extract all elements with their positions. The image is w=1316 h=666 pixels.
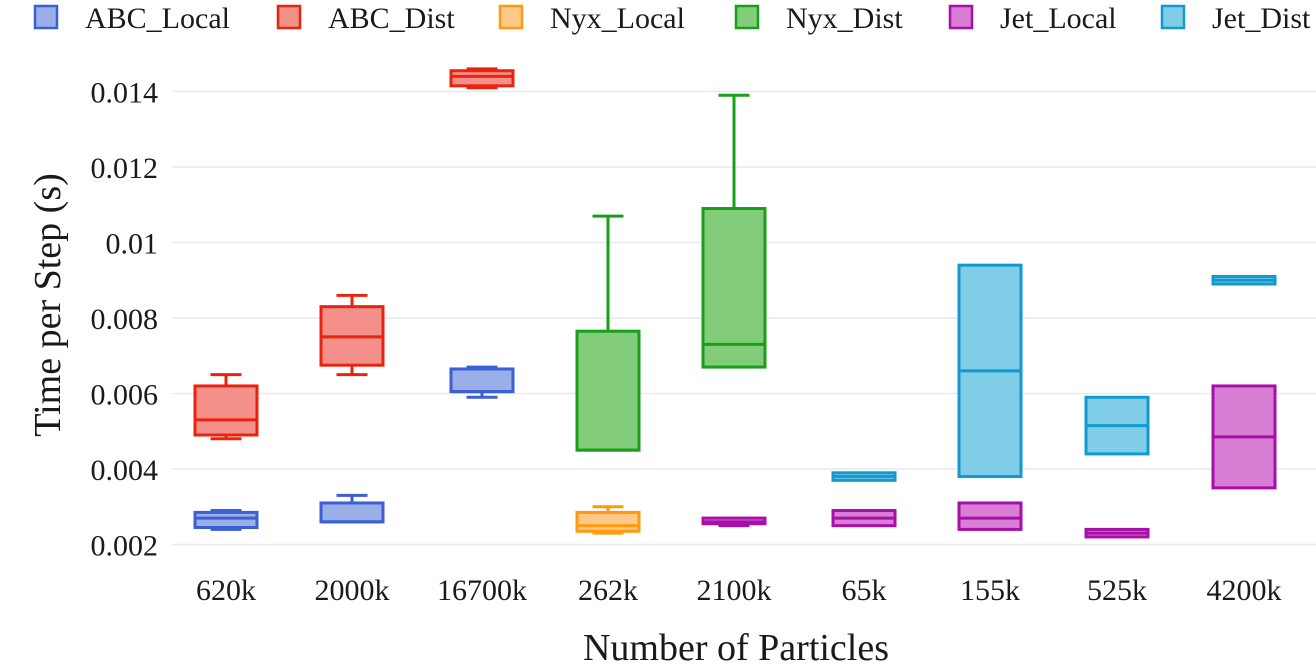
legend-label: ABC_Dist: [328, 2, 455, 35]
legend-label: ABC_Local: [85, 2, 230, 35]
y-tick-label: 0.008: [91, 303, 159, 336]
y-tick-label: 0.006: [91, 379, 159, 412]
box-nyx-dist-2100k[interactable]: [701, 93, 767, 369]
legend-item-nyx-dist[interactable]: Nyx_Dist: [734, 2, 903, 35]
legend-label: Jet_Dist: [1212, 2, 1311, 35]
x-tick-label-65k: 65k: [842, 574, 887, 607]
box-jet-dist-155k[interactable]: [957, 263, 1023, 479]
legend-swatch: [948, 4, 974, 30]
box-plot-marks: [193, 67, 1277, 539]
box-abc-local-16700k[interactable]: [449, 365, 515, 399]
box-jet-local-2100k[interactable]: [701, 516, 767, 528]
legend-item-jet-dist[interactable]: Jet_Dist: [1160, 2, 1311, 35]
x-axis-title: Number of Particles: [583, 627, 889, 666]
box-iqr: [319, 501, 385, 524]
legend-swatch: [276, 4, 302, 30]
legend-label: Jet_Local: [1000, 2, 1117, 35]
y-axis-ticks: 0.002 0.004 0.006 0.008 0.01 0.012 0.014: [91, 77, 159, 563]
legend-swatch: [498, 4, 524, 30]
legend-label: Nyx_Local: [550, 2, 685, 35]
legend-item-jet-local[interactable]: Jet_Local: [948, 2, 1117, 35]
box-jet-dist-525k[interactable]: [1084, 395, 1150, 456]
y-tick-label: 0.002: [91, 530, 159, 563]
legend-swatch: [1160, 4, 1186, 30]
box-jet-local-155k[interactable]: [957, 501, 1023, 531]
y-tick-label: 0.01: [106, 228, 159, 261]
box-jet-local-525k[interactable]: [1084, 527, 1150, 539]
legend-swatch: [33, 4, 59, 30]
box-jet-dist-65k[interactable]: [831, 471, 897, 482]
box-iqr: [701, 207, 767, 369]
x-tick-label-525k: 525k: [1087, 574, 1147, 607]
box-iqr: [449, 367, 515, 394]
box-abc-dist-16700k[interactable]: [449, 67, 515, 90]
x-tick-label-4200k: 4200k: [1207, 574, 1282, 607]
legend-item-abc-dist[interactable]: ABC_Dist: [276, 2, 455, 35]
y-axis-title: Time per Step (s): [27, 173, 69, 437]
y-tick-label: 0.004: [91, 454, 159, 487]
box-iqr: [193, 510, 259, 530]
legend: ABC_Local ABC_Dist Nyx_Local Nyx_Dist Jet_Lo…: [33, 2, 1311, 35]
x-tick-label-2100k: 2100k: [697, 574, 772, 607]
box-iqr: [575, 510, 641, 533]
box-iqr: [193, 384, 259, 437]
legend-item-abc-local[interactable]: ABC_Local: [33, 2, 230, 35]
box-nyx-local-262k[interactable]: [575, 505, 641, 535]
box-jet-local-4200k[interactable]: [1211, 384, 1277, 490]
box-abc-local-2000k[interactable]: [319, 493, 385, 524]
x-tick-label-620k: 620k: [196, 574, 256, 607]
x-axis-ticks: 620k 2000k 16700k 262k 2100k 65k 155k 525k 4200k: [196, 574, 1282, 607]
x-tick-label-155k: 155k: [960, 574, 1020, 607]
box-iqr: [957, 501, 1023, 531]
y-tick-label: 0.014: [91, 77, 159, 110]
box-iqr: [575, 329, 641, 452]
box-jet-dist-4200k[interactable]: [1211, 274, 1277, 286]
box-abc-dist-2000k[interactable]: [319, 293, 385, 377]
x-tick-label-2000k: 2000k: [315, 574, 390, 607]
box-abc-local-620k[interactable]: [193, 509, 259, 531]
legend-item-nyx-local[interactable]: Nyx_Local: [498, 2, 685, 35]
box-abc-dist-620k[interactable]: [193, 373, 259, 441]
legend-label: Nyx_Dist: [786, 2, 903, 35]
x-tick-label-262k: 262k: [578, 574, 638, 607]
legend-swatch: [734, 4, 760, 30]
x-tick-label-16700k: 16700k: [437, 574, 527, 607]
box-nyx-dist-262k[interactable]: [575, 214, 641, 452]
box-iqr: [449, 69, 515, 88]
box-jet-local-65k[interactable]: [831, 509, 897, 528]
y-tick-label: 0.012: [91, 152, 159, 185]
